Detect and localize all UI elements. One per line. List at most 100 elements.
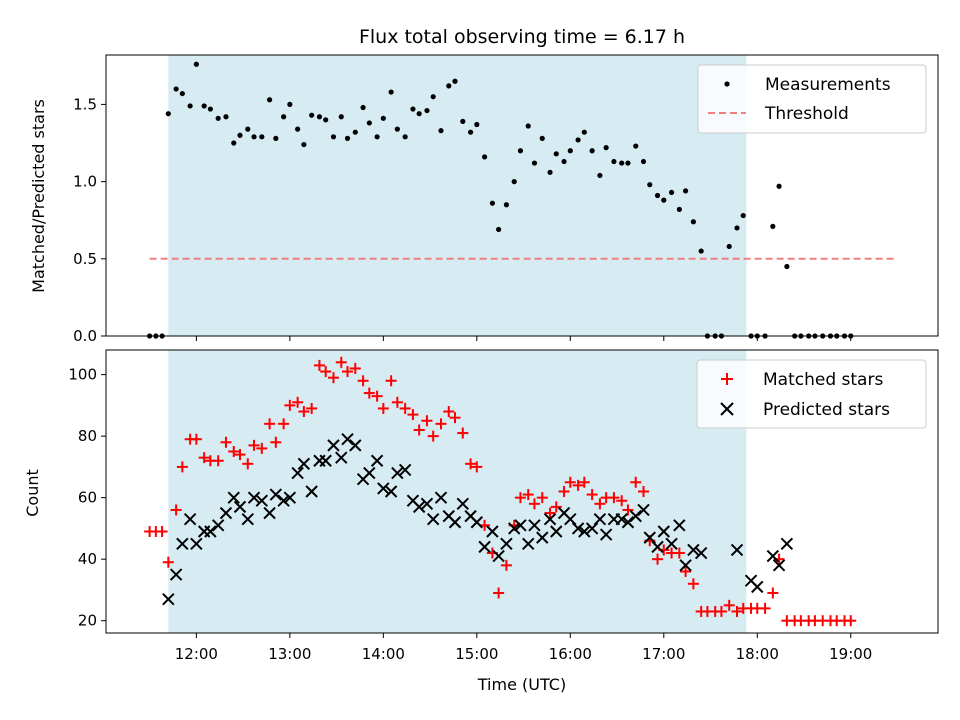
predicted-star-point bbox=[522, 537, 535, 551]
predicted-star-point bbox=[241, 512, 254, 526]
matched-star-point bbox=[198, 452, 210, 464]
predicted-star-point bbox=[305, 485, 318, 498]
measurement-point bbox=[460, 118, 466, 124]
ratio-marks bbox=[147, 61, 898, 339]
predicted-star-point bbox=[593, 512, 607, 526]
matched-star-point bbox=[349, 362, 361, 374]
measurement-point bbox=[784, 263, 790, 270]
measurement-point bbox=[281, 114, 287, 120]
y-tick-label: 20 bbox=[78, 612, 97, 630]
legend-label-threshold: Threshold bbox=[764, 104, 849, 124]
predicted-star-point bbox=[730, 543, 744, 557]
measurement-point bbox=[496, 226, 502, 233]
y-tick-label: 80 bbox=[78, 427, 97, 445]
measurement-point bbox=[625, 160, 631, 166]
matched-star-point bbox=[465, 458, 477, 470]
predicted-star-point bbox=[492, 549, 505, 563]
matched-star-point bbox=[723, 599, 735, 611]
measurement-point bbox=[360, 104, 366, 111]
count-y-axis-label: Count bbox=[23, 469, 42, 517]
measurement-point bbox=[394, 126, 400, 132]
matched-star-point bbox=[284, 399, 296, 411]
predicted-star-point bbox=[291, 466, 304, 480]
matched-star-point bbox=[270, 436, 282, 448]
x-tick-label: 18:00 bbox=[736, 645, 779, 663]
predicted-star-point bbox=[486, 525, 499, 538]
predicted-star-point bbox=[514, 519, 527, 532]
matched-star-point bbox=[558, 486, 570, 497]
measurement-point bbox=[575, 137, 581, 143]
x-axis-label: Time (UTC) bbox=[477, 675, 566, 694]
matched-star-point bbox=[586, 489, 598, 501]
predicted-star-point bbox=[349, 439, 362, 452]
measurement-point bbox=[668, 189, 675, 196]
predicted-star-point bbox=[665, 537, 678, 551]
predicted-star-point bbox=[571, 522, 585, 535]
measurement-point bbox=[474, 121, 480, 128]
matched-star-point bbox=[500, 559, 512, 571]
x-tick-label: 15:00 bbox=[455, 645, 498, 663]
predicted-star-point bbox=[637, 503, 650, 517]
measurement-point bbox=[503, 202, 510, 208]
measurement-point bbox=[165, 111, 171, 117]
matched-star-point bbox=[421, 415, 433, 427]
measurement-point bbox=[698, 248, 704, 254]
matched-star-point bbox=[845, 615, 857, 627]
y-tick-label: 40 bbox=[78, 550, 97, 568]
matched-star-point bbox=[572, 479, 584, 491]
measurement-point bbox=[309, 112, 315, 118]
matched-star-point bbox=[578, 476, 590, 488]
measurement-point bbox=[661, 197, 667, 203]
measurement-point bbox=[223, 114, 229, 120]
measurement-point bbox=[640, 158, 647, 165]
measurement-point bbox=[619, 160, 625, 166]
matched-star-point bbox=[327, 372, 339, 384]
predicted-star-point bbox=[190, 537, 203, 551]
measurement-point bbox=[682, 188, 689, 194]
measurement-point bbox=[287, 101, 293, 108]
measurement-point bbox=[589, 148, 595, 154]
panel-ratio: 0.0 0.5 1.0 1.5 Matched/Predicted stars Mea… bbox=[29, 54, 939, 345]
predicted-star-point bbox=[204, 525, 217, 538]
measurement-point bbox=[207, 106, 213, 112]
predicted-star-point bbox=[247, 491, 261, 504]
y-tick-label: 1.5 bbox=[73, 95, 97, 113]
measurement-point bbox=[438, 128, 444, 134]
panel-counts: 20 40 60 80 100 12:00 13:00 14:00 15:00 16:00 17:… bbox=[23, 349, 939, 694]
measurement-point bbox=[740, 212, 746, 219]
measurement-point bbox=[539, 135, 545, 141]
matched-star-point bbox=[608, 492, 620, 504]
predicted-star-point bbox=[456, 497, 470, 511]
predicted-star-point bbox=[263, 506, 276, 520]
predicted-star-point bbox=[269, 488, 283, 501]
measurement-point bbox=[201, 103, 207, 109]
predicted-star-point bbox=[420, 497, 434, 511]
measurement-point bbox=[388, 89, 394, 95]
matched-star-point bbox=[371, 390, 383, 402]
predicted-star-point bbox=[176, 537, 189, 551]
measurement-point bbox=[424, 107, 430, 114]
predicted-star-point bbox=[585, 522, 599, 535]
predicted-star-point bbox=[341, 432, 354, 446]
measurement-point bbox=[647, 182, 653, 188]
predicted-star-point bbox=[377, 482, 390, 495]
matched-star-point bbox=[435, 418, 447, 430]
matched-star-point bbox=[767, 587, 779, 599]
x-tick-label: 12:00 bbox=[175, 645, 218, 663]
matched-star-point bbox=[228, 446, 240, 458]
measurement-point bbox=[734, 225, 740, 231]
matched-star-point bbox=[731, 605, 743, 617]
predicted-star-point bbox=[370, 454, 384, 467]
predicted-star-point bbox=[426, 512, 440, 526]
predicted-star-point bbox=[391, 466, 404, 480]
matched-star-point bbox=[156, 525, 168, 537]
y-tick-label: 0.0 bbox=[73, 327, 97, 345]
predicted-star-point bbox=[564, 512, 577, 526]
predicted-star-point bbox=[297, 457, 311, 471]
measurement-point bbox=[323, 117, 329, 123]
predicted-star-point bbox=[183, 512, 197, 526]
predicted-star-point bbox=[528, 519, 541, 532]
matched-star-point bbox=[594, 498, 606, 510]
matched-star-point bbox=[413, 424, 425, 436]
ratio-axes-frame bbox=[105, 54, 939, 337]
